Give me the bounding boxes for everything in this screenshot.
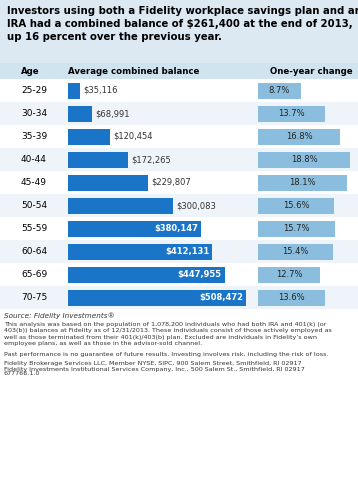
Text: 13.6%: 13.6% (278, 293, 305, 302)
Bar (258, 175, 347, 191)
Text: 40-44: 40-44 (21, 155, 47, 164)
Text: 12.7%: 12.7% (276, 270, 302, 279)
Bar (0, 240, 358, 263)
Text: Past performance is no guarantee of future results. Investing involves risk, inc: Past performance is no guarantee of futu… (4, 352, 329, 357)
Text: $120,454: $120,454 (113, 132, 153, 141)
Bar (0, 0, 358, 63)
Text: One-year change: One-year change (270, 67, 353, 75)
Bar (68, 106, 92, 121)
Text: This analysis was based on the population of 1,078,200 individuals who had both : This analysis was based on the populatio… (4, 322, 332, 346)
Bar (0, 286, 358, 309)
Text: $229,807: $229,807 (151, 178, 191, 187)
Text: Average combined balance: Average combined balance (68, 67, 199, 75)
Text: 45-49: 45-49 (21, 178, 47, 187)
Text: 18.1%: 18.1% (289, 178, 315, 187)
Text: 8.7%: 8.7% (268, 86, 290, 95)
Bar (258, 220, 335, 237)
Bar (68, 152, 128, 168)
Bar (0, 148, 358, 171)
Bar (0, 79, 358, 102)
Bar (0, 171, 358, 194)
Text: 18.8%: 18.8% (291, 155, 317, 164)
Text: 16.8%: 16.8% (286, 132, 313, 141)
Text: 70-75: 70-75 (21, 293, 47, 302)
Bar (258, 152, 350, 168)
Text: Source: Fidelity Investments®: Source: Fidelity Investments® (4, 312, 115, 319)
Text: $35,116: $35,116 (83, 86, 118, 95)
Text: Investors using both a Fidelity workplace savings plan and an
IRA had a combined: Investors using both a Fidelity workplac… (7, 6, 358, 42)
Bar (0, 194, 358, 217)
Text: $447,955: $447,955 (178, 270, 222, 279)
Bar (258, 83, 301, 98)
Bar (0, 63, 358, 79)
Bar (68, 129, 110, 144)
Text: $300,083: $300,083 (176, 201, 216, 210)
Bar (258, 289, 325, 305)
Bar (68, 197, 173, 214)
Bar (68, 83, 80, 98)
Bar (68, 243, 212, 260)
Text: 15.6%: 15.6% (283, 201, 309, 210)
Bar (68, 289, 246, 305)
Text: 60-64: 60-64 (21, 247, 47, 256)
Text: 30-34: 30-34 (21, 109, 47, 118)
Text: 677766.1.0: 677766.1.0 (4, 371, 40, 376)
Text: $68,991: $68,991 (95, 109, 130, 118)
Text: $380,147: $380,147 (154, 224, 198, 233)
Bar (258, 243, 333, 260)
Bar (0, 217, 358, 240)
Text: 65-69: 65-69 (21, 270, 47, 279)
Bar (0, 102, 358, 125)
Text: Fidelity Brokerage Services LLC, Member NYSE, SIPC, 900 Salem Street, Smithfield: Fidelity Brokerage Services LLC, Member … (4, 361, 305, 372)
Text: 55-59: 55-59 (21, 224, 47, 233)
Text: 15.7%: 15.7% (283, 224, 310, 233)
Text: 15.4%: 15.4% (282, 247, 309, 256)
Text: $412,131: $412,131 (165, 247, 209, 256)
Text: 13.7%: 13.7% (278, 109, 305, 118)
Bar (0, 125, 358, 148)
Text: $508,472: $508,472 (199, 293, 243, 302)
Text: Age: Age (21, 67, 40, 75)
Bar (258, 197, 334, 214)
Bar (68, 220, 201, 237)
Bar (68, 175, 149, 191)
Text: $172,265: $172,265 (131, 155, 171, 164)
Bar (258, 106, 325, 121)
Text: 25-29: 25-29 (21, 86, 47, 95)
Text: 35-39: 35-39 (21, 132, 47, 141)
Text: 50-54: 50-54 (21, 201, 47, 210)
Bar (0, 263, 358, 286)
Bar (258, 266, 320, 283)
Bar (68, 266, 225, 283)
Bar (258, 129, 340, 144)
